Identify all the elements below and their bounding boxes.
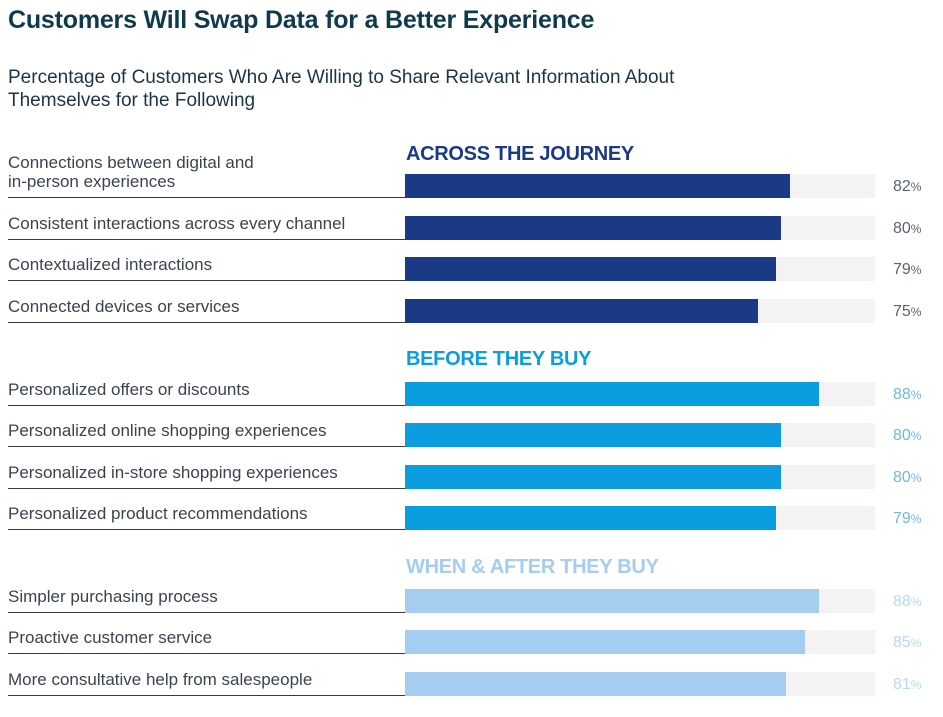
row-label: Consistent interactions across every cha… [8, 214, 346, 233]
value-label: 80% [893, 427, 921, 445]
row-label: Personalized in-store shopping experienc… [8, 463, 338, 482]
chart-title: Customers Will Swap Data for a Better Ex… [8, 6, 595, 34]
value-number: 75 [893, 303, 911, 320]
bar [405, 257, 776, 281]
row-divider [8, 612, 405, 613]
row-divider [8, 197, 405, 198]
row-label: Connections between digital and in-person… [8, 153, 254, 191]
section-heading: ACROSS THE JOURNEY [406, 143, 634, 165]
value-label: 82% [893, 178, 921, 196]
value-label: 88% [893, 593, 921, 611]
value-number: 80 [893, 427, 911, 444]
value-label: 81% [893, 676, 921, 694]
percent-sign: % [910, 595, 922, 609]
row-divider [8, 405, 405, 406]
bar [405, 589, 819, 613]
percent-sign: % [910, 305, 922, 319]
bar [405, 382, 819, 406]
row-divider [8, 488, 405, 489]
row-divider [8, 446, 405, 447]
bar [405, 672, 786, 696]
value-number: 88 [893, 593, 911, 610]
value-number: 79 [893, 510, 911, 527]
row-label: More consultative help from salespeople [8, 670, 313, 689]
bar [405, 630, 805, 654]
bar [405, 465, 781, 489]
chart-subtitle: Percentage of Customers Who Are Willing … [8, 67, 675, 111]
percent-sign: % [910, 263, 922, 277]
value-label: 79% [893, 510, 921, 528]
percent-sign: % [910, 429, 922, 443]
percent-sign: % [910, 222, 922, 236]
value-number: 80 [893, 469, 911, 486]
percent-sign: % [910, 512, 922, 526]
row-label: Simpler purchasing process [8, 587, 218, 606]
percent-sign: % [910, 388, 922, 402]
value-label: 80% [893, 469, 921, 487]
value-label: 79% [893, 261, 921, 279]
percent-sign: % [910, 636, 922, 650]
row-label: Proactive customer service [8, 628, 213, 647]
value-number: 85 [893, 634, 911, 651]
value-number: 82 [893, 178, 911, 195]
value-number: 88 [893, 386, 911, 403]
percent-sign: % [910, 678, 922, 692]
value-number: 80 [893, 220, 911, 237]
bar [405, 216, 781, 240]
value-label: 80% [893, 220, 921, 238]
bar [405, 174, 790, 198]
row-label: Personalized online shopping experiences [8, 421, 327, 440]
percent-sign: % [910, 471, 922, 485]
section-heading: BEFORE THEY BUY [406, 348, 592, 370]
value-label: 88% [893, 386, 921, 404]
section-heading: WHEN & AFTER THEY BUY [406, 556, 659, 578]
value-number: 81 [893, 676, 911, 693]
row-divider [8, 695, 405, 696]
row-divider [8, 322, 405, 323]
row-divider [8, 653, 405, 654]
row-divider [8, 280, 405, 281]
row-divider [8, 529, 405, 530]
bar [405, 299, 758, 323]
value-label: 75% [893, 303, 921, 321]
row-label: Connected devices or services [8, 297, 240, 316]
row-label: Personalized offers or discounts [8, 380, 250, 399]
value-number: 79 [893, 261, 911, 278]
percent-sign: % [910, 180, 922, 194]
bar [405, 506, 776, 530]
bar [405, 423, 781, 447]
row-label: Personalized product recommendations [8, 504, 308, 523]
value-label: 85% [893, 634, 921, 652]
row-divider [8, 239, 405, 240]
row-label: Contextualized interactions [8, 255, 213, 274]
